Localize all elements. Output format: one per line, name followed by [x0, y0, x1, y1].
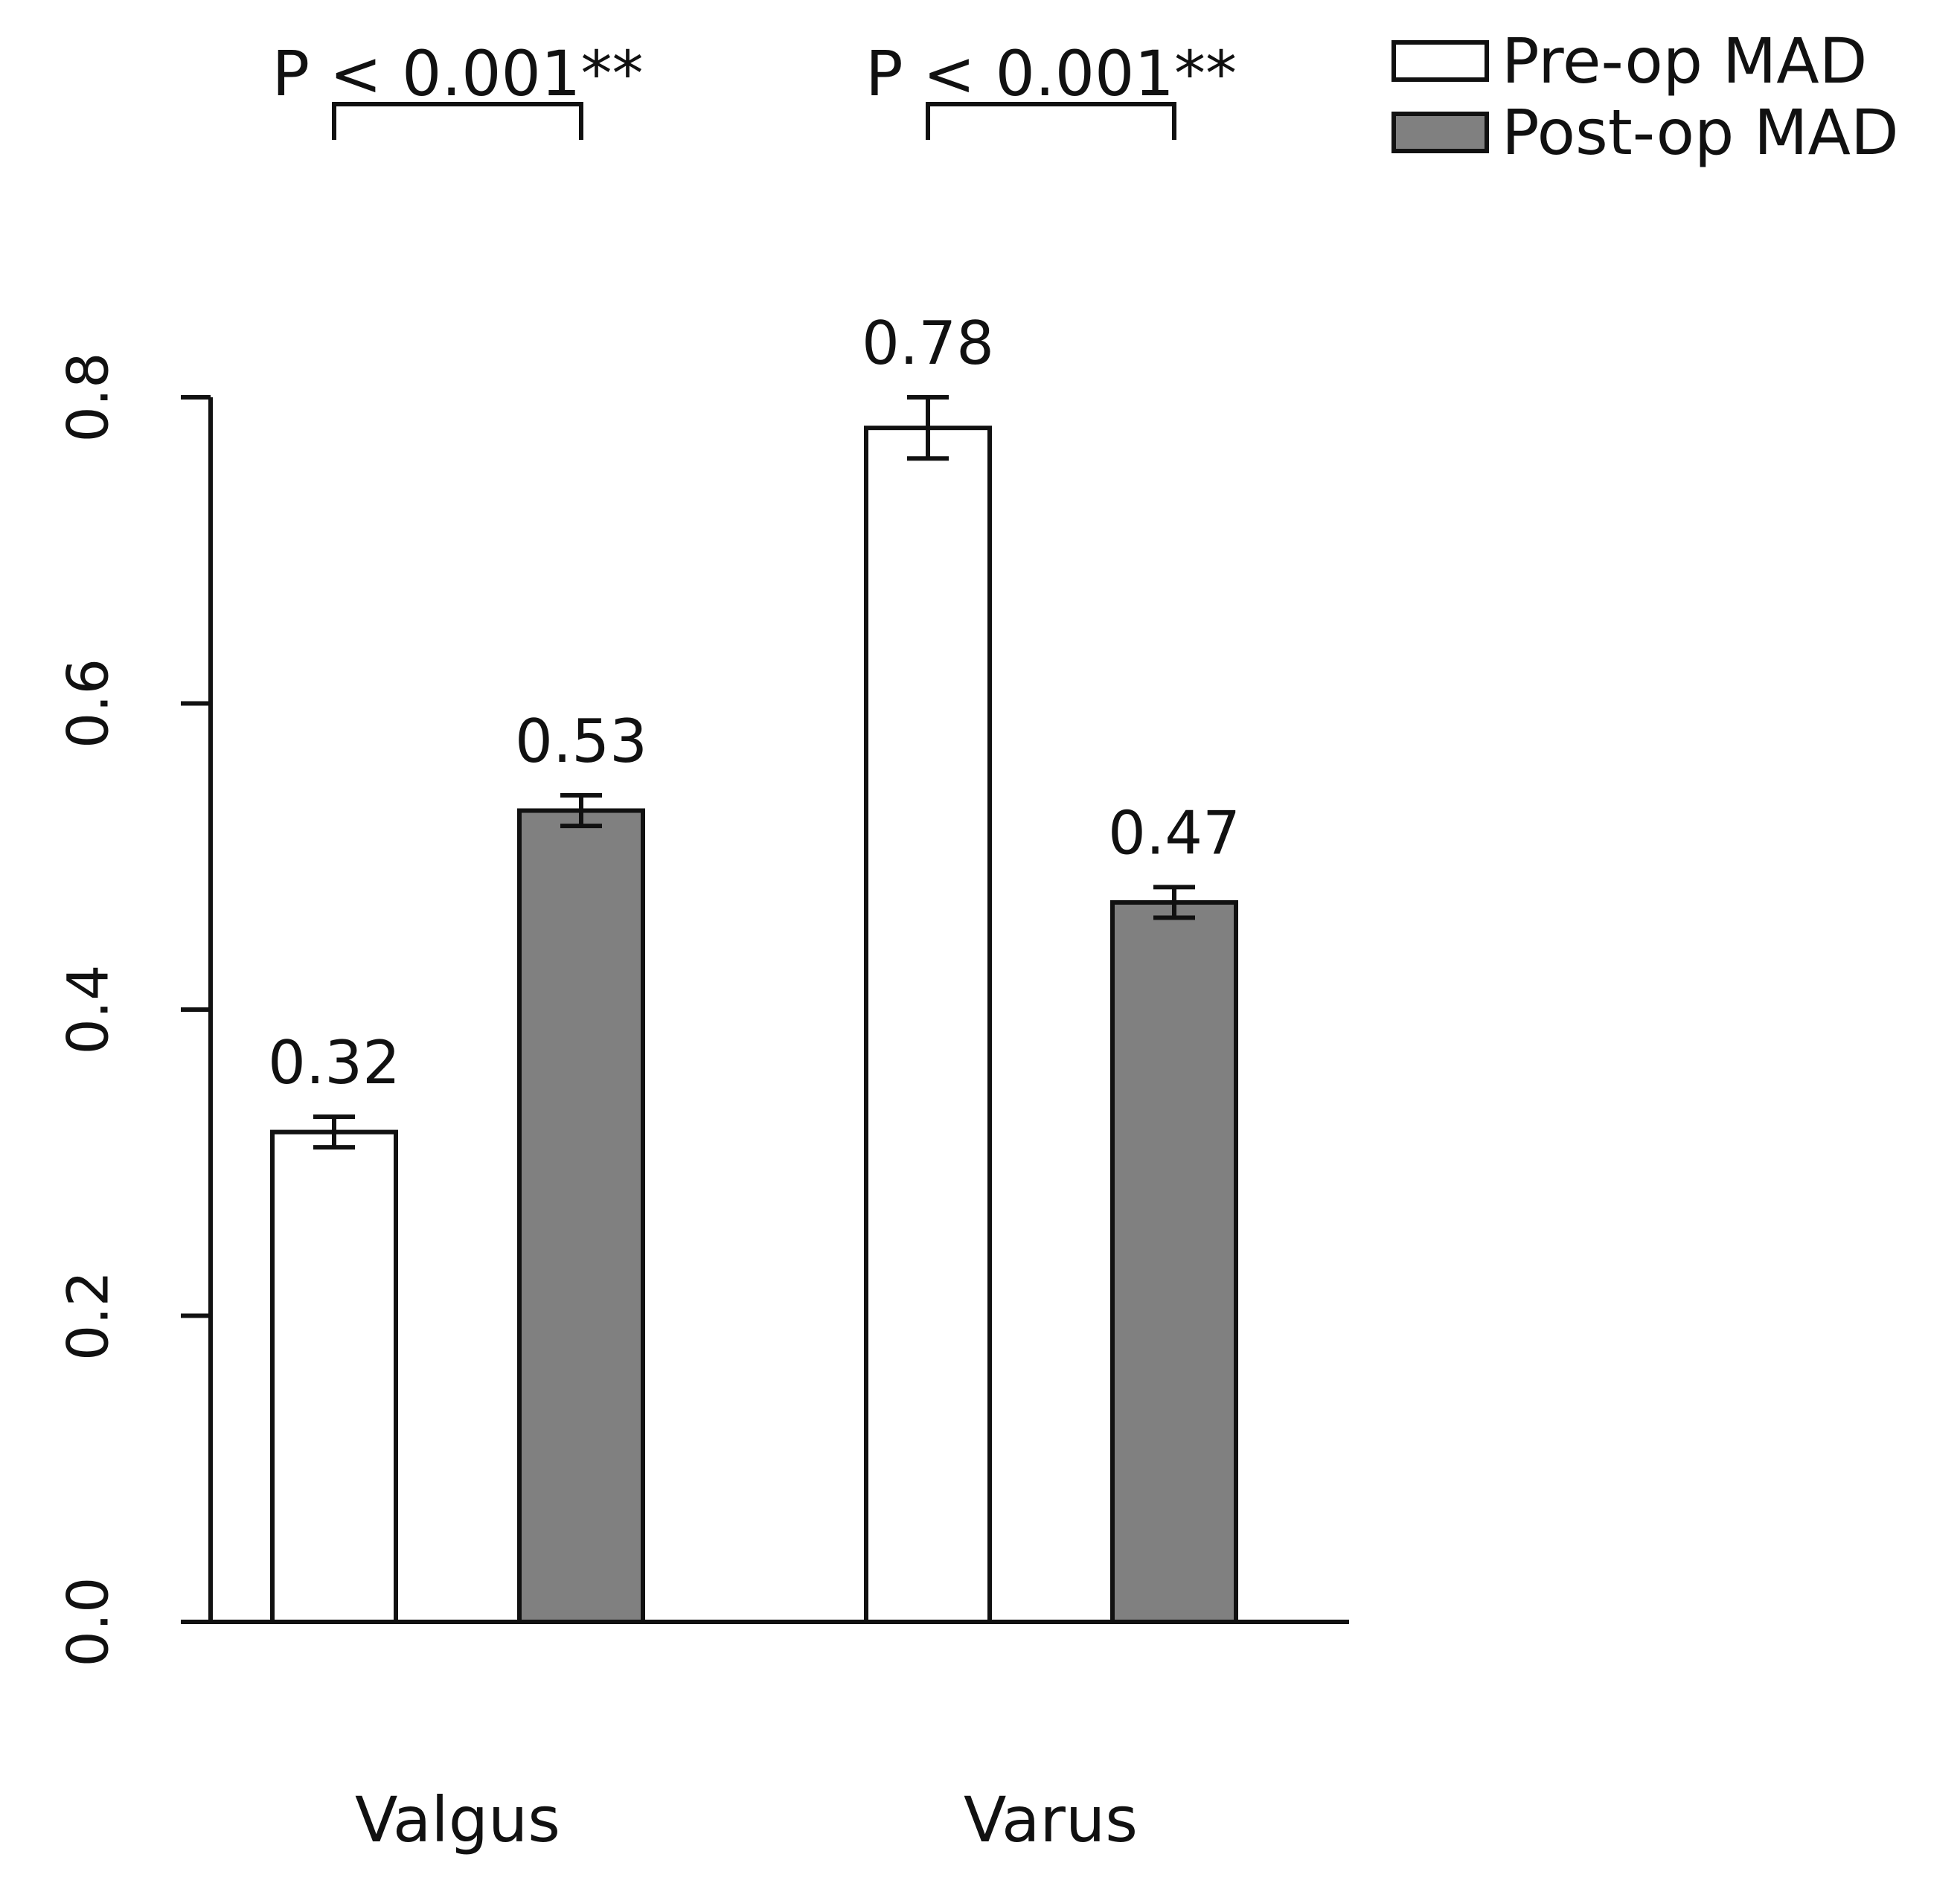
data-label: 0.32: [268, 1028, 400, 1097]
data-label: 0.53: [515, 707, 647, 776]
y-tick-label: 0.2: [55, 1271, 121, 1361]
plot-area: 0.0 0.2 0.4 0.6 0.8 0.32 0.78 0.53 0.47 Valgus Var…: [55, 37, 1349, 1856]
bar-valgus-pre-op: [270, 1129, 398, 1624]
legend-label: Post-op MAD: [1502, 96, 1899, 169]
bar-varus-pre-op: [864, 426, 992, 1624]
significance-bracket: [926, 102, 1176, 140]
legend-swatch-pre-op: [1391, 40, 1489, 82]
y-tick-label: 0.6: [55, 658, 121, 748]
bar-valgus-post-op: [517, 808, 645, 1624]
significance-bracket: [332, 102, 583, 140]
legend-swatch-post-op: [1391, 112, 1489, 153]
significance-label: P < 0.001**: [865, 37, 1237, 110]
y-tick-label: 0.4: [55, 965, 121, 1055]
bar-varus-post-op: [1110, 899, 1238, 1624]
data-label: 0.47: [1108, 798, 1240, 867]
significance-label: P < 0.001**: [272, 37, 644, 110]
legend-label: Pre-op MAD: [1502, 25, 1867, 97]
y-tick-label: 0.8: [55, 353, 121, 443]
data-label: 0.78: [862, 309, 994, 378]
x-tick-label: Valgus: [355, 1783, 560, 1856]
x-tick-label: Varus: [964, 1783, 1138, 1856]
y-tick-label: 0.0: [55, 1577, 121, 1667]
